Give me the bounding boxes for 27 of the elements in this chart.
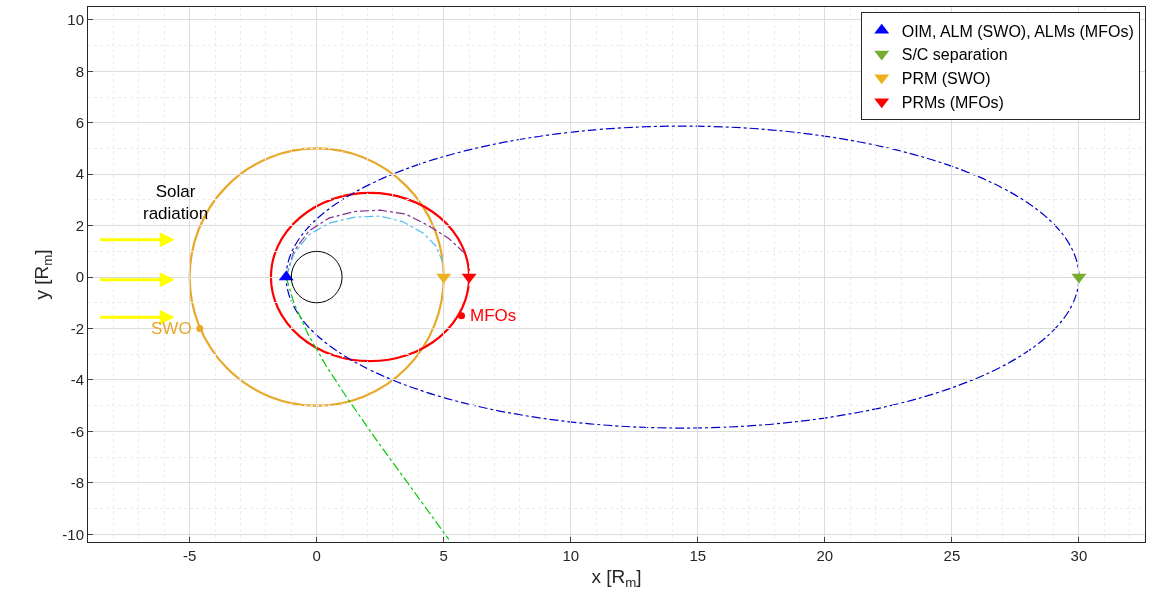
x-tick-label: 15 bbox=[689, 547, 707, 564]
y-tick-label: 2 bbox=[75, 216, 84, 234]
legend-label: S/C separation bbox=[901, 46, 1008, 64]
legend-label: OIM, ALM (SWO), ALMs (MFOs) bbox=[901, 22, 1134, 40]
y-tick-label: 6 bbox=[75, 114, 84, 131]
x-tick-label: 10 bbox=[562, 547, 580, 564]
annotation: SWO bbox=[151, 319, 192, 338]
annotation: MFOs bbox=[470, 306, 517, 325]
y-tick-label: 8 bbox=[75, 62, 84, 80]
annotation: Solar radiation bbox=[143, 182, 209, 224]
x-tick-label: 30 bbox=[1070, 547, 1088, 564]
legend-label: PRM (SWO) bbox=[901, 70, 991, 88]
x-tick-label: 20 bbox=[816, 547, 834, 564]
x-axis-title: x [R$_{m}$] bbox=[591, 565, 642, 590]
x-tick-label: 5 bbox=[439, 547, 448, 564]
x-tick-label: 0 bbox=[312, 547, 321, 564]
y-tick-label: -4 bbox=[70, 371, 84, 389]
y-tick-label: 10 bbox=[67, 11, 84, 29]
y-tick-label: 0 bbox=[75, 268, 84, 286]
x-tick-label: 25 bbox=[943, 547, 961, 564]
y-tick-label: 4 bbox=[75, 165, 84, 183]
y-tick-label: -6 bbox=[70, 422, 84, 440]
legend-label: PRMs (MFOs) bbox=[901, 93, 1004, 111]
x-tick-label: -5 bbox=[182, 547, 197, 564]
y-tick-label: -2 bbox=[70, 319, 84, 337]
y-tick-label: -8 bbox=[70, 474, 84, 492]
y-tick-label: -10 bbox=[62, 525, 84, 543]
